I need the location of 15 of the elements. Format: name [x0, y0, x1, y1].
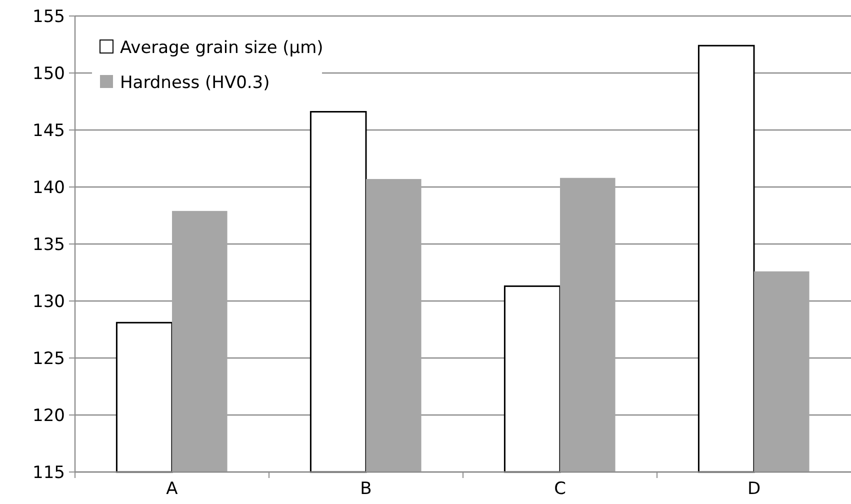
y-tick-label: 115 — [32, 462, 65, 483]
x-tick-label: B — [360, 479, 372, 499]
y-tick-label: 125 — [32, 348, 65, 369]
x-tick-label: C — [554, 479, 566, 499]
y-tick-label: 155 — [32, 6, 65, 27]
y-tick-label: 145 — [32, 120, 65, 141]
y-tick-label: 150 — [32, 64, 65, 84]
y-tick-label: 130 — [32, 292, 65, 312]
x-tick-label: D — [747, 479, 761, 499]
x-tick-label: A — [166, 479, 178, 499]
y-tick-label: 140 — [32, 178, 65, 198]
y-tick-label: 135 — [32, 234, 65, 255]
y-tick-label: 120 — [32, 406, 65, 426]
legend-label: Hardness (HV0.3) — [120, 72, 270, 93]
legend-label: Average grain size (μm) — [120, 38, 324, 58]
